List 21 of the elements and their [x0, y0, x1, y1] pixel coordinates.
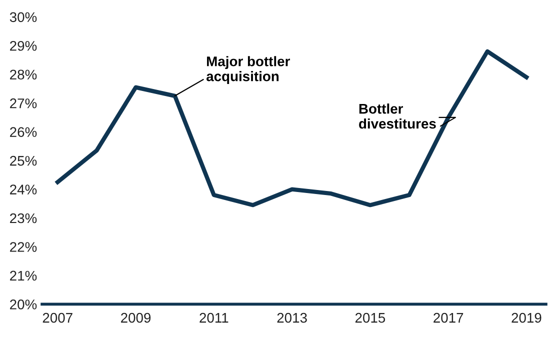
x-tick-label: 2019 [512, 312, 542, 323]
y-tick-label: 27% [10, 98, 37, 108]
y-tick-label: 23% [10, 213, 37, 224]
line-series [56, 49, 529, 208]
x-tick-label: 2011 [200, 312, 228, 323]
x-tick-label: 2009 [121, 312, 151, 323]
y-tick-label: 25% [10, 156, 37, 166]
x-tick-label: 2013 [277, 312, 307, 323]
y-tick-label: 30% [10, 12, 37, 22]
y-tick-label: 22% [10, 242, 37, 252]
y-tick-label: 21% [10, 270, 37, 281]
x-tick-label: 2017 [434, 312, 464, 323]
y-tick-label: 28% [10, 70, 37, 80]
y-tick-label: 26% [10, 127, 37, 137]
y-tick-label: 24% [10, 184, 37, 194]
x-tick-label: 2007 [42, 312, 72, 323]
annotation: Bottler divestitures [359, 104, 436, 129]
annotation: Major bottler acquisition [206, 56, 290, 84]
y-tick-label: 29% [10, 40, 37, 51]
y-tick-label: 20% [10, 300, 37, 310]
x-tick-label: 2015 [355, 312, 386, 323]
